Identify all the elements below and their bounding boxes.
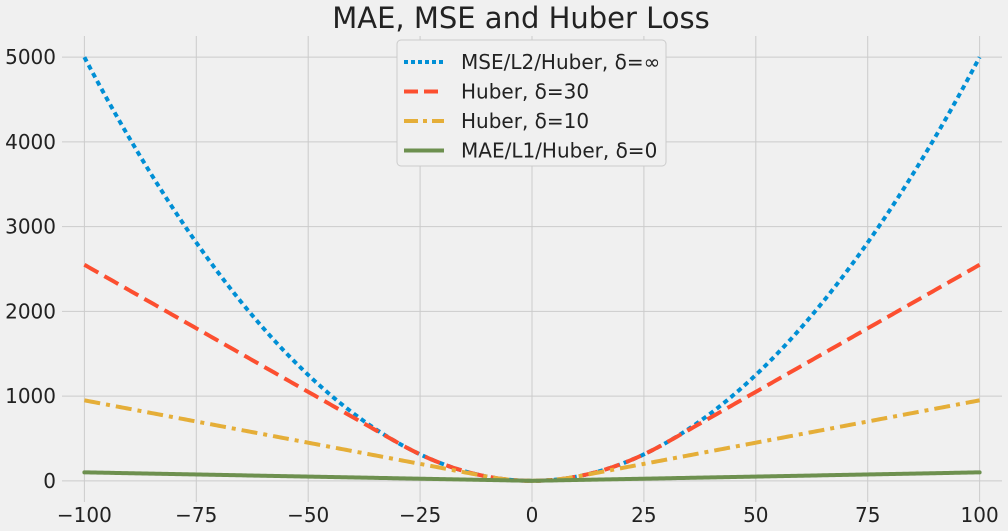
y-tick-label: 2000 xyxy=(5,299,56,323)
legend-label-3: Huber, δ=10 xyxy=(461,109,589,133)
x-tick-label: 100 xyxy=(961,503,999,527)
x-tick-label: −75 xyxy=(175,503,217,527)
legend-label-1: MSE/L2/Huber, δ=∞ xyxy=(461,50,660,74)
y-tick-label: 5000 xyxy=(5,45,56,69)
tick-layer: −100 −75 −50 −25 0 25 50 75 10001000200030004000… xyxy=(5,45,999,527)
series-layer xyxy=(82,56,982,483)
y-tick-label: 1000 xyxy=(5,384,56,408)
legend-label-2: Huber, δ=30 xyxy=(461,80,589,104)
x-tick-label: 25 xyxy=(631,503,656,527)
legend-label-4: MAE/L1/Huber, δ=0 xyxy=(461,139,657,163)
y-tick-label: 0 xyxy=(43,469,56,493)
legend-box xyxy=(396,39,667,167)
x-tick-label: 50 xyxy=(743,503,768,527)
series-line-1 xyxy=(82,56,982,483)
y-tick-label: 4000 xyxy=(5,130,56,154)
y-tick-label: 3000 xyxy=(5,215,56,239)
legend: MSE/L2/Huber, δ=∞ Huber, δ=30 Huber, δ=10 M… xyxy=(396,39,667,167)
x-tick-label: 0 xyxy=(526,503,539,527)
series-line-2 xyxy=(83,263,981,483)
x-tick-label: −50 xyxy=(287,503,329,527)
x-tick-label: −25 xyxy=(399,503,441,527)
x-tick-label: −100 xyxy=(57,503,112,527)
series-line-4 xyxy=(82,470,982,483)
x-tick-label: 75 xyxy=(855,503,880,527)
chart-title: MAE, MSE and Huber Loss xyxy=(332,1,710,35)
